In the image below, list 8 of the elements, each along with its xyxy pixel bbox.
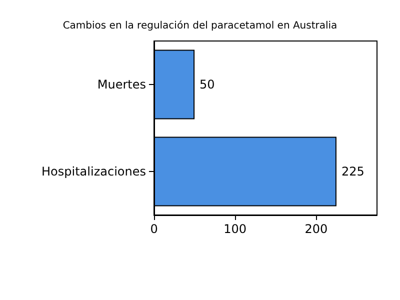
x-tick-label: 0 xyxy=(150,222,158,236)
y-tick-label: Hospitalizaciones xyxy=(42,164,146,178)
y-tick-label: Muertes xyxy=(97,78,146,92)
chart-title: Cambios en la regulación del paracetamol en Australia xyxy=(62,20,338,32)
x-tick-label: 100 xyxy=(224,222,247,236)
data-label: 50 xyxy=(200,78,215,92)
data-label: 225 xyxy=(341,164,364,178)
x-tick-label: 200 xyxy=(304,222,328,236)
